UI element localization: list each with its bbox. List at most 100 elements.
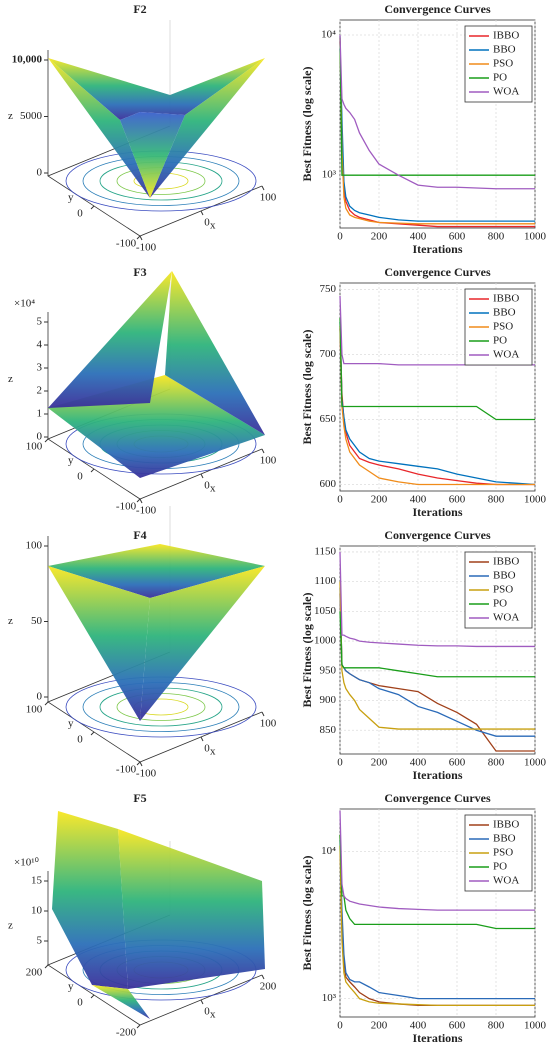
x-tick-label: 1000 — [524, 494, 547, 506]
y-tick-label: -100 — [116, 501, 137, 513]
y-label: Best Fitness (log scale) — [300, 593, 314, 708]
y-tick — [136, 235, 141, 240]
x-tick-label: 200 — [371, 757, 388, 769]
y-tick-label: 700 — [320, 348, 337, 360]
series-line — [339, 35, 535, 190]
x-label: x — [210, 220, 216, 232]
y-tick — [44, 438, 49, 443]
series-line — [339, 581, 535, 730]
x-tick-label: 0 — [204, 480, 210, 492]
y-tick — [90, 205, 95, 210]
x-label: x — [210, 483, 216, 495]
legend-label: WOA — [493, 612, 519, 624]
y-tick-label: 100 — [26, 441, 43, 453]
x-tick — [139, 235, 143, 241]
surface — [48, 58, 150, 198]
x-tick — [139, 761, 143, 767]
series-line — [339, 845, 535, 1007]
z-tick-label: 10 — [31, 905, 43, 917]
x-tick-label: 0 — [337, 494, 343, 506]
y-tick — [90, 994, 95, 999]
line-panel: 0 200 400 600 800 1000 10³ 10⁴ IBBO BBO PSO PO WOA Co… — [300, 791, 547, 1045]
x-label: Iterations — [413, 505, 463, 519]
series-line — [339, 318, 535, 421]
y-tick — [136, 1024, 141, 1029]
legend-label: WOA — [493, 86, 519, 98]
y-label: y — [68, 455, 74, 467]
y-tick-label: 0 — [77, 471, 83, 483]
x-label: x — [210, 746, 216, 758]
x-tick-label: -100 — [136, 768, 157, 780]
x-tick-label: 1000 — [524, 231, 547, 243]
surface — [48, 58, 265, 120]
y-tick-label: 200 — [26, 967, 43, 979]
surface — [92, 985, 150, 1019]
surface — [165, 271, 265, 435]
y-tick-label: 1050 — [314, 605, 337, 617]
y-tick-label: 750 — [320, 283, 337, 295]
z-tick-label: 5 — [37, 935, 43, 947]
x-tick-label: 600 — [449, 231, 466, 243]
x-tick — [200, 736, 204, 742]
x-tick-label: 100 — [260, 192, 277, 204]
surface — [48, 271, 172, 408]
z-tick-label: 10,000 — [12, 54, 43, 66]
legend-label: WOA — [493, 875, 519, 887]
x-tick-label: 100 — [260, 455, 277, 467]
x-tick-label: -100 — [136, 505, 157, 517]
series-line — [339, 321, 536, 486]
surface — [118, 829, 265, 989]
y-tick-label: -100 — [116, 238, 137, 250]
legend-label: PSO — [493, 321, 513, 333]
legend-label: PO — [493, 72, 507, 84]
z-label: z — [8, 110, 13, 122]
legend-label: PO — [493, 861, 507, 873]
x-tick-label: 600 — [449, 757, 466, 769]
series-line — [339, 611, 535, 678]
surface — [52, 811, 128, 989]
x-tick-label: 400 — [410, 1020, 427, 1032]
z-tick-label: 0 — [37, 691, 43, 703]
y-tick — [90, 468, 95, 473]
x-tick-label: 600 — [449, 494, 466, 506]
z-label: z — [8, 615, 13, 627]
x-tick-label: 800 — [488, 231, 505, 243]
y-tick — [136, 761, 141, 766]
series-line — [339, 810, 535, 911]
legend-label: PO — [493, 335, 507, 347]
y-tick-label: -200 — [116, 1027, 137, 1039]
x-tick-label: 200 — [371, 1020, 388, 1032]
legend-label: BBO — [493, 833, 516, 845]
z-label: z — [8, 920, 13, 932]
legend-label: BBO — [493, 44, 516, 56]
panel-title: F3 — [133, 265, 146, 279]
y-tick — [44, 964, 49, 969]
series-line — [339, 38, 535, 225]
y-label: y — [68, 192, 74, 204]
x-tick-label: -100 — [136, 242, 157, 254]
y-tick-label: 900 — [320, 694, 337, 706]
series-line — [339, 36, 535, 176]
y-label: y — [68, 981, 74, 993]
legend-label: PSO — [493, 58, 513, 70]
z-tick-label: 15 — [31, 875, 43, 887]
chart-title: Convergence Curves — [384, 2, 491, 16]
z-label: z — [8, 373, 13, 385]
y-label: Best Fitness (log scale) — [300, 330, 314, 445]
y-tick-label: -100 — [116, 764, 137, 776]
y-tick-label: 850 — [320, 724, 337, 736]
x-tick — [261, 711, 265, 717]
y-label: Best Fitness (log scale) — [300, 67, 314, 182]
z-tick-label: 100 — [26, 540, 43, 552]
chart-title: Convergence Curves — [384, 791, 491, 805]
x-tick-label: 400 — [410, 757, 427, 769]
x-tick-label: 0 — [337, 1020, 343, 1032]
x-tick — [200, 999, 204, 1005]
surface — [48, 566, 150, 721]
x-tick-label: 800 — [488, 494, 505, 506]
